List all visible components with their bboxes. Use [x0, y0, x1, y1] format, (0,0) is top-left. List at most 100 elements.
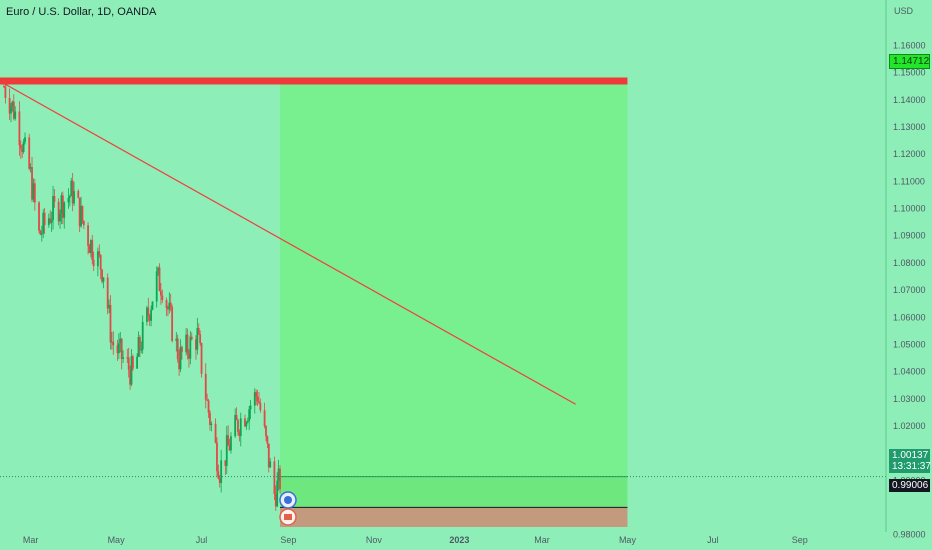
candle-body: [19, 145, 22, 149]
candle-body: [29, 167, 32, 169]
candle-body: [71, 180, 74, 204]
candle-body: [200, 343, 203, 374]
candle-body: [138, 336, 141, 350]
candle-body: [101, 269, 103, 282]
candle-body: [228, 445, 231, 451]
candle-body: [112, 341, 115, 346]
candle-body: [140, 349, 143, 351]
candle-body: [155, 271, 158, 302]
candle-body: [88, 245, 91, 254]
dividend-icon[interactable]: [279, 491, 297, 509]
chart-title: Euro / U.S. Dollar, 1D, OANDA: [6, 6, 157, 18]
candle-body: [137, 336, 140, 357]
candle-body: [57, 201, 60, 222]
candle-body: [148, 315, 151, 321]
candle-body: [50, 220, 53, 223]
candle-body: [120, 338, 123, 359]
time-tick-label: 2023: [449, 535, 469, 545]
candle-body: [109, 304, 112, 343]
candle-body: [209, 412, 211, 425]
time-tick-label: Nov: [366, 535, 383, 545]
candle-body: [206, 399, 209, 401]
candle-body: [169, 302, 172, 307]
candle-body: [89, 240, 92, 254]
candle-body: [99, 255, 102, 270]
candle-body: [147, 307, 150, 316]
candle-body: [24, 137, 26, 142]
candle-body: [234, 414, 237, 437]
candle-body: [235, 414, 238, 421]
candle-body: [168, 302, 171, 310]
candle-body: [237, 420, 239, 433]
candle-body: [106, 277, 109, 309]
candle-body: [207, 400, 210, 413]
candle-body: [244, 418, 246, 427]
candle-body: [31, 167, 33, 200]
candle-body: [197, 328, 200, 335]
candle-body: [225, 435, 228, 466]
candle-body: [158, 267, 161, 291]
candle-body: [218, 478, 221, 483]
price-tick-label: 1.12000: [893, 149, 926, 159]
current-price-value: 1.00137: [892, 450, 929, 461]
candle-body: [131, 356, 134, 369]
profit-zone[interactable]: [280, 80, 628, 479]
candle-body: [43, 212, 46, 226]
price-tick-label: 1.02000: [893, 421, 926, 431]
price-tick-label: 1.05000: [893, 339, 926, 349]
entry-zone[interactable]: [280, 476, 628, 508]
candle-body: [274, 494, 277, 507]
candle-body: [267, 443, 270, 468]
candle-body: [190, 336, 193, 340]
candle-body: [126, 357, 129, 359]
candle-body: [47, 218, 50, 226]
candle-body: [68, 195, 71, 198]
candle-body: [77, 191, 80, 198]
candle-body: [263, 410, 266, 427]
candle-body: [8, 97, 11, 114]
candle-body: [186, 334, 189, 354]
candle-body: [239, 418, 242, 437]
candle-body: [161, 295, 164, 301]
candle-body: [110, 341, 113, 343]
candle-body: [42, 212, 45, 234]
candle-body: [220, 460, 223, 483]
candle-body: [245, 422, 248, 427]
candle-body: [80, 205, 82, 227]
candle-body: [179, 346, 182, 370]
candle-body: [227, 435, 230, 446]
candle-body: [246, 421, 249, 423]
candle-body: [248, 409, 251, 422]
candle-body: [146, 307, 148, 322]
candle-body: [210, 423, 213, 425]
loss-zone[interactable]: [280, 507, 628, 527]
candle-body: [195, 339, 197, 350]
candle-body: [171, 306, 174, 341]
candle-body: [224, 460, 227, 466]
target-price-tag: 1.14712: [889, 54, 930, 69]
candle-body: [122, 357, 124, 359]
candle-body: [49, 218, 52, 223]
candle-body: [151, 301, 154, 310]
candle-body: [33, 183, 36, 203]
price-tick-label: 1.15000: [893, 68, 926, 78]
candle-body: [11, 101, 14, 107]
flag-icon[interactable]: [279, 508, 297, 526]
time-tick-label: Jul: [707, 535, 719, 545]
candle-body: [129, 369, 131, 385]
time-axis[interactable]: Mar May Jul Sep Nov 2023 Mar May Jul Sep: [23, 535, 808, 545]
candle-body: [10, 106, 12, 114]
candle-body: [181, 346, 183, 352]
trendline[interactable]: [3, 83, 576, 405]
candle-body: [259, 403, 262, 411]
candle-body: [266, 436, 269, 444]
candle-body: [92, 259, 95, 267]
candle-body: [196, 328, 199, 350]
candles: [3, 80, 281, 511]
candle-body: [96, 251, 99, 267]
price-tick-label: 1.14000: [893, 95, 926, 105]
time-tick-label: Sep: [280, 535, 296, 545]
target-band[interactable]: [0, 77, 628, 85]
candle-body: [130, 356, 133, 385]
